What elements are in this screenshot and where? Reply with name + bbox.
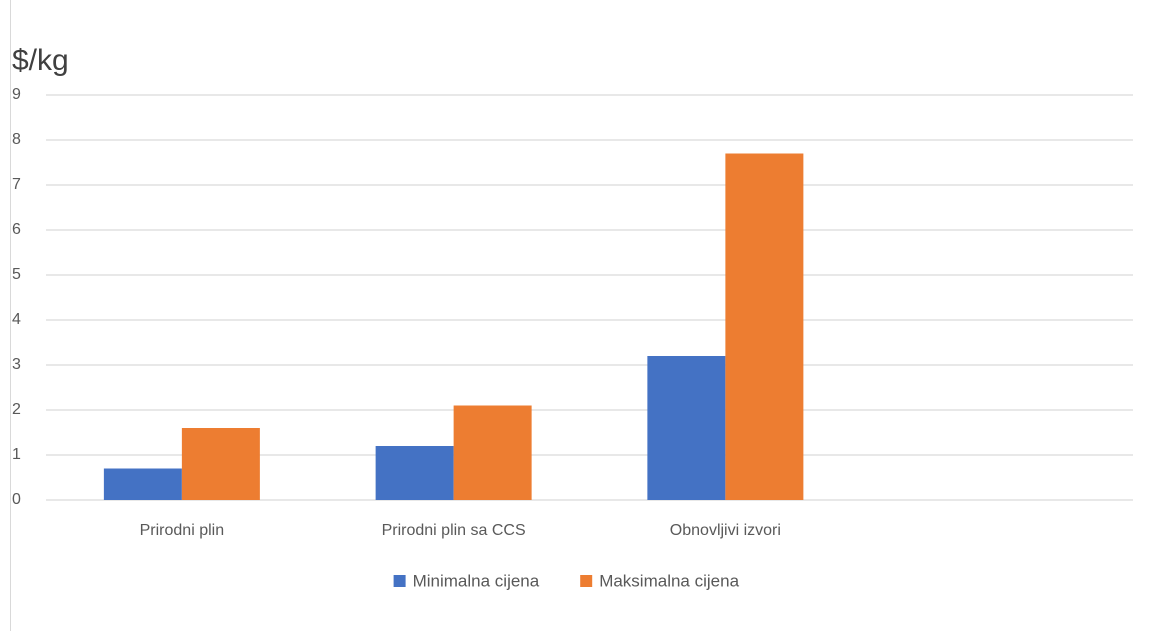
y-tick-label: 4 (12, 311, 21, 328)
bar (453, 405, 532, 500)
y-tick-label: 0 (12, 491, 21, 508)
y-tick-label: 1 (12, 446, 21, 463)
y-tick-label: 3 (12, 356, 21, 373)
y-tick-label: 6 (12, 221, 21, 238)
y-tick-label: 2 (12, 401, 21, 418)
y-tick-label: 8 (12, 131, 21, 148)
bar (725, 153, 804, 500)
bar (647, 356, 726, 500)
x-tick-label: Prirodni plin (140, 522, 224, 539)
y-tick-label: 5 (12, 266, 21, 283)
bar (181, 428, 260, 500)
x-tick-label: Obnovljivi izvori (670, 522, 781, 539)
legend-swatch (393, 575, 406, 587)
x-tick-label: Prirodni plin sa CCS (382, 522, 526, 539)
legend-label: Minimalna cijena (413, 571, 540, 590)
legend-swatch (580, 575, 593, 587)
bar (375, 446, 454, 500)
bar (103, 468, 182, 500)
y-tick-label: 9 (12, 86, 21, 103)
y-axis-label: $/kg (12, 44, 69, 77)
y-tick-label: 7 (12, 176, 21, 193)
legend-label: Maksimalna cijena (599, 571, 739, 590)
